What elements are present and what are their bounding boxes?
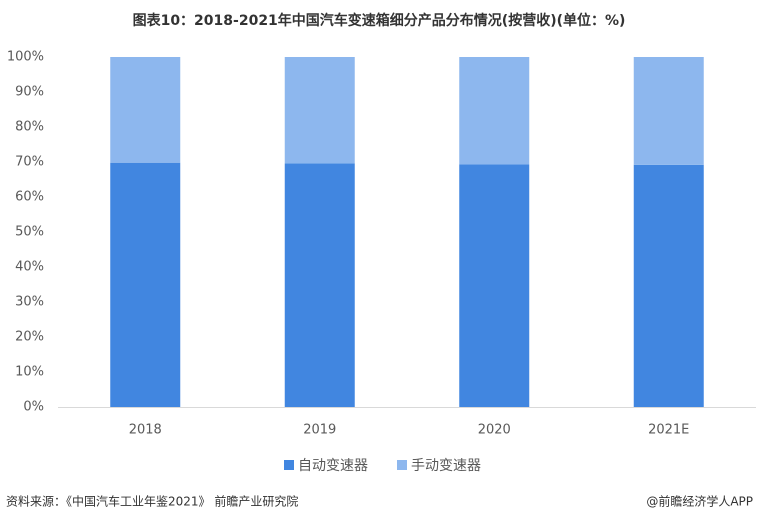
y-tick-label: 70% <box>15 155 44 170</box>
bar-segment <box>459 57 530 165</box>
chart-title: 图表10：2018-2021年中国汽车变速箱细分产品分布情况(按营收)(单位：%… <box>133 12 626 29</box>
bar-segment <box>459 164 530 407</box>
bar-segment <box>284 57 355 164</box>
bar-segment <box>110 57 181 163</box>
y-tick-label: 20% <box>15 330 44 345</box>
bar-segment <box>110 162 181 407</box>
y-tick-label: 10% <box>15 365 44 380</box>
y-tick-label: 50% <box>15 225 44 240</box>
x-tick-label: 2019 <box>303 423 336 438</box>
credit: @前瞻经济学人APP <box>646 494 753 509</box>
legend-label: 自动变速器 <box>298 458 368 474</box>
y-tick-label: 30% <box>15 295 44 310</box>
bar-segment <box>633 57 704 165</box>
y-tick-label: 100% <box>7 50 44 65</box>
legend-label: 手动变速器 <box>411 458 481 474</box>
bar-segment <box>633 164 704 407</box>
x-tick-label: 2018 <box>129 423 162 438</box>
y-tick-label: 80% <box>15 120 44 135</box>
y-tick-label: 40% <box>15 260 44 275</box>
y-tick-label: 0% <box>23 400 44 415</box>
y-tick-label: 60% <box>15 190 44 205</box>
x-tick-label: 2021E <box>648 423 689 438</box>
bar-segment <box>284 163 355 407</box>
x-tick-label: 2020 <box>478 423 511 438</box>
legend-swatch <box>284 460 294 470</box>
legend-swatch <box>397 460 407 470</box>
source-note: 资料来源：《中国汽车工业年鉴2021》 前瞻产业研究院 <box>6 494 298 509</box>
y-tick-label: 90% <box>15 85 44 100</box>
